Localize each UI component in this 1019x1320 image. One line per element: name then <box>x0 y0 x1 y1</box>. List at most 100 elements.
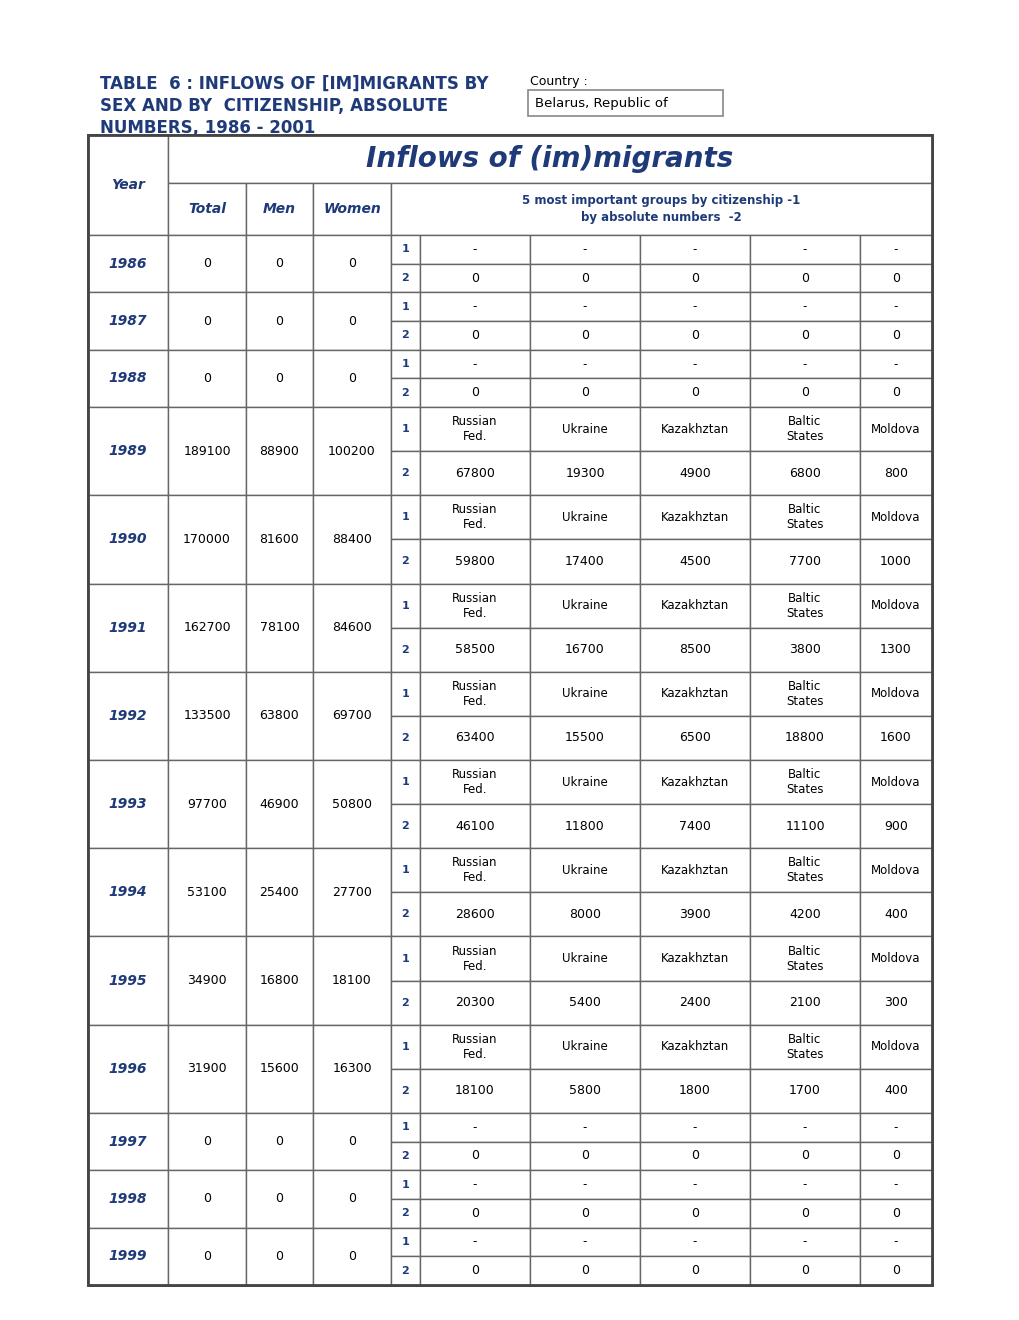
Bar <box>639 292 749 321</box>
Bar <box>88 407 168 495</box>
Bar <box>859 321 931 350</box>
Text: Ukraine: Ukraine <box>561 688 607 701</box>
Text: 4500: 4500 <box>679 554 710 568</box>
Text: 1: 1 <box>401 1041 409 1052</box>
Text: 1993: 1993 <box>109 797 147 810</box>
Bar <box>530 627 639 672</box>
Text: Kazakhztan: Kazakhztan <box>660 863 729 876</box>
Bar <box>390 1199 420 1228</box>
Text: Ukraine: Ukraine <box>561 863 607 876</box>
Text: 8000: 8000 <box>569 908 600 921</box>
Text: -: - <box>582 358 587 371</box>
Bar <box>168 672 246 760</box>
Bar <box>859 407 931 451</box>
Bar <box>530 407 639 451</box>
Bar <box>420 235 530 264</box>
Text: 34900: 34900 <box>187 974 226 987</box>
Text: -: - <box>802 1179 806 1191</box>
Text: 1986: 1986 <box>109 256 147 271</box>
Bar <box>420 379 530 407</box>
Bar <box>246 495 313 583</box>
Bar <box>246 1171 313 1228</box>
Bar <box>420 1171 530 1199</box>
Text: 1300: 1300 <box>879 643 911 656</box>
Text: Ukraine: Ukraine <box>561 422 607 436</box>
Bar <box>859 672 931 715</box>
Bar <box>246 407 313 495</box>
Text: 0: 0 <box>471 1206 479 1220</box>
Bar <box>859 849 931 892</box>
Text: Kazakhztan: Kazakhztan <box>660 776 729 788</box>
Bar <box>528 90 722 116</box>
Text: 0: 0 <box>275 1192 283 1205</box>
Bar <box>168 1228 246 1284</box>
Bar <box>859 1069 931 1113</box>
Text: Belarus, Republic of: Belarus, Republic of <box>535 96 667 110</box>
Bar <box>390 235 420 264</box>
Bar <box>639 715 749 760</box>
Bar <box>530 892 639 936</box>
Text: -: - <box>893 1236 898 1249</box>
Bar <box>639 1069 749 1113</box>
Text: SEX AND BY  CITIZENSHIP, ABSOLUTE: SEX AND BY CITIZENSHIP, ABSOLUTE <box>100 96 447 115</box>
Text: 7400: 7400 <box>679 820 710 833</box>
Bar <box>859 1113 931 1142</box>
Text: 0: 0 <box>690 1206 698 1220</box>
Text: Ukraine: Ukraine <box>561 599 607 612</box>
Text: 2: 2 <box>401 273 409 282</box>
Bar <box>749 1069 859 1113</box>
Text: Kazakhztan: Kazakhztan <box>660 422 729 436</box>
Bar <box>530 715 639 760</box>
Text: Baltic
States: Baltic States <box>786 1032 823 1061</box>
Bar <box>246 183 313 235</box>
Text: 2: 2 <box>401 909 409 920</box>
Text: 0: 0 <box>690 329 698 342</box>
Text: -: - <box>893 358 898 371</box>
Bar <box>390 760 420 804</box>
Bar <box>313 407 390 495</box>
Bar <box>749 1113 859 1142</box>
Text: 15600: 15600 <box>260 1063 300 1076</box>
Bar <box>313 1024 390 1113</box>
Bar <box>530 1228 639 1257</box>
Text: -: - <box>692 243 697 256</box>
Bar <box>859 760 931 804</box>
Text: 67800: 67800 <box>454 467 494 479</box>
Text: -: - <box>473 1236 477 1249</box>
Bar <box>420 1113 530 1142</box>
Text: 1: 1 <box>401 1122 409 1133</box>
Text: -: - <box>802 300 806 313</box>
Text: Kazakhztan: Kazakhztan <box>660 688 729 701</box>
Text: Kazakhztan: Kazakhztan <box>660 599 729 612</box>
Text: 0: 0 <box>800 1150 808 1163</box>
Bar <box>168 1024 246 1113</box>
Bar <box>168 495 246 583</box>
Bar <box>859 804 931 849</box>
Bar <box>639 1199 749 1228</box>
Text: 16300: 16300 <box>332 1063 372 1076</box>
Text: 69700: 69700 <box>332 709 372 722</box>
Text: 0: 0 <box>581 329 588 342</box>
Bar <box>639 1228 749 1257</box>
Bar <box>390 379 420 407</box>
Text: 2: 2 <box>401 1086 409 1096</box>
Text: 0: 0 <box>203 257 211 271</box>
Text: -: - <box>802 358 806 371</box>
Text: -: - <box>473 1179 477 1191</box>
Bar <box>390 1024 420 1069</box>
Text: 0: 0 <box>892 387 899 399</box>
Bar <box>390 627 420 672</box>
Text: 0: 0 <box>275 314 283 327</box>
Text: 0: 0 <box>203 314 211 327</box>
Text: 0: 0 <box>203 372 211 385</box>
Text: 17400: 17400 <box>565 554 604 568</box>
Bar <box>530 495 639 540</box>
Text: Kazakhztan: Kazakhztan <box>660 952 729 965</box>
Bar <box>168 849 246 936</box>
Bar <box>749 849 859 892</box>
Text: 2: 2 <box>401 557 409 566</box>
Bar <box>88 1171 168 1228</box>
Text: 0: 0 <box>690 272 698 285</box>
Bar <box>530 1142 639 1171</box>
Text: 0: 0 <box>800 272 808 285</box>
